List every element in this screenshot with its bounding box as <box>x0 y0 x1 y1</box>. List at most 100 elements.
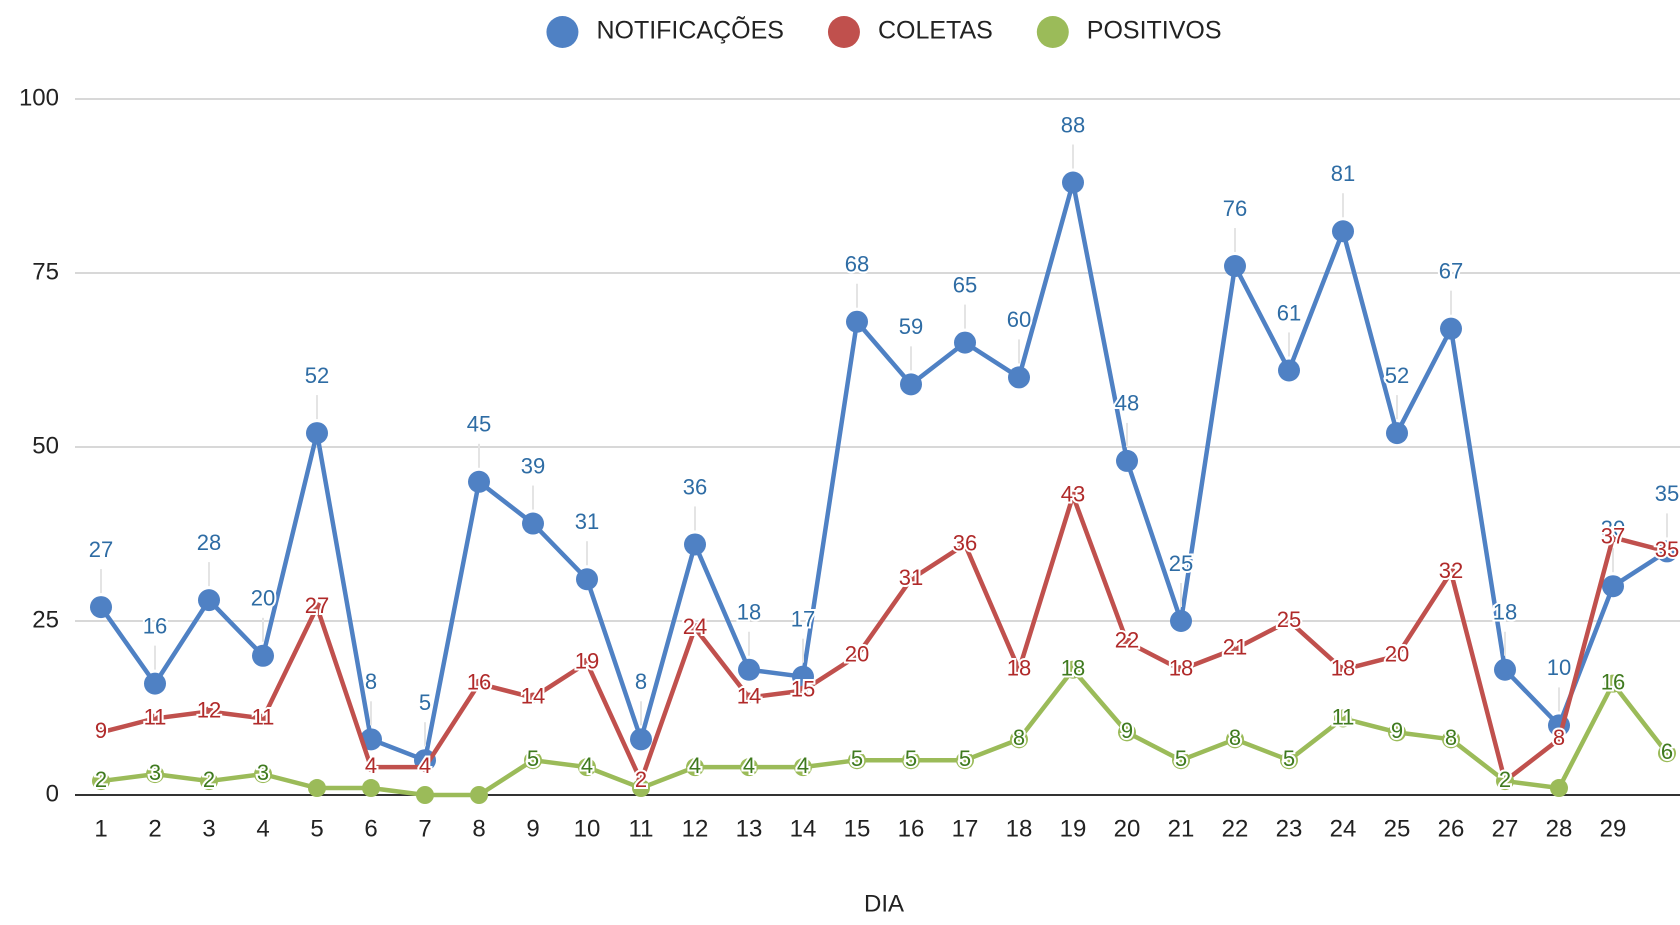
data-point <box>686 758 704 777</box>
data-label: 52 <box>1385 363 1409 388</box>
legend-label: NOTIFICAÇÕES <box>596 16 784 45</box>
data-label: 8 <box>1229 725 1241 750</box>
data-label: 3 <box>257 760 269 785</box>
data-point <box>578 758 596 777</box>
data-label: 37 <box>1601 523 1625 548</box>
data-label: 2 <box>95 767 107 792</box>
data-label: 2 <box>635 767 647 792</box>
x-tick-label: 10 <box>574 815 601 842</box>
data-point <box>1662 546 1672 557</box>
data-label: 8 <box>365 669 377 694</box>
data-label: 4 <box>797 753 809 778</box>
data-label: 3 <box>149 760 161 785</box>
data-point <box>1442 730 1460 749</box>
legend-item: POSITIVOS <box>1036 16 1222 48</box>
data-point <box>1496 772 1514 791</box>
data-point <box>1284 616 1294 626</box>
data-point <box>416 786 434 804</box>
data-point <box>1068 490 1078 501</box>
legend-swatch <box>546 16 579 48</box>
legend-swatch <box>1036 16 1069 48</box>
x-tick-label: 23 <box>1276 815 1303 842</box>
data-label: 43 <box>1061 482 1085 507</box>
data-point <box>362 779 380 798</box>
data-point <box>1176 664 1186 675</box>
data-label: 45 <box>467 412 491 437</box>
data-label: 88 <box>1061 112 1085 137</box>
data-label: 31 <box>899 565 923 590</box>
data-point <box>582 657 592 668</box>
data-point <box>200 772 218 791</box>
data-point <box>366 762 376 773</box>
data-label: 9 <box>1391 718 1403 743</box>
data-point <box>522 512 544 535</box>
data-label: 16 <box>143 613 167 638</box>
data-label: 36 <box>683 474 707 499</box>
series-line <box>100 493 1668 784</box>
data-label: 16 <box>1601 669 1625 694</box>
data-point <box>1658 744 1676 763</box>
data-label: 32 <box>1439 558 1463 583</box>
data-point <box>738 658 760 681</box>
data-point <box>1602 575 1624 598</box>
x-tick-label: 15 <box>844 815 871 842</box>
x-tick-label: 1 <box>94 815 107 842</box>
x-tick-label: 2 <box>148 815 161 842</box>
data-label: 31 <box>575 509 599 534</box>
data-label: 5 <box>419 690 431 715</box>
data-point <box>744 692 754 703</box>
y-tick-label: 100 <box>19 84 59 111</box>
x-tick-label: 22 <box>1222 815 1249 842</box>
data-label: 18 <box>1007 656 1031 681</box>
y-tick-label: 0 <box>46 780 59 807</box>
data-point <box>468 470 490 493</box>
data-label: 9 <box>1121 718 1133 743</box>
data-point <box>1062 171 1084 194</box>
data-point <box>1226 730 1244 749</box>
data-point <box>150 713 160 724</box>
data-point <box>1440 317 1462 340</box>
data-point <box>198 589 220 612</box>
x-tick-label: 26 <box>1438 815 1465 842</box>
data-point <box>1608 532 1618 543</box>
data-label: 8 <box>1013 725 1025 750</box>
data-point <box>258 713 268 724</box>
legend-swatch <box>827 16 860 48</box>
data-point <box>846 310 868 333</box>
data-point <box>1064 660 1082 679</box>
x-tick-label: 17 <box>952 815 979 842</box>
series-line <box>100 667 1669 798</box>
data-point <box>1010 730 1028 749</box>
data-point <box>630 728 652 751</box>
data-point <box>306 422 328 445</box>
data-point <box>470 786 488 804</box>
x-tick-label: 3 <box>202 815 215 842</box>
data-point <box>312 602 322 613</box>
y-tick-label: 75 <box>32 258 59 285</box>
data-label: 16 <box>467 669 491 694</box>
data-label: 25 <box>1169 551 1193 576</box>
data-point <box>1386 422 1408 445</box>
data-label: 8 <box>1553 725 1565 750</box>
data-point <box>852 650 862 661</box>
data-point <box>254 765 272 784</box>
data-label: 6 <box>1661 739 1673 764</box>
data-label: 18 <box>1331 656 1355 681</box>
data-point <box>906 574 916 585</box>
data-label: 11 <box>252 704 275 729</box>
x-tick-label: 14 <box>790 815 817 842</box>
data-point <box>420 762 430 773</box>
data-point <box>144 672 166 695</box>
data-point <box>1118 723 1136 742</box>
data-point <box>1122 636 1132 647</box>
data-label: 19 <box>575 649 599 674</box>
data-label: 4 <box>689 753 701 778</box>
legend: NOTIFICAÇÕES COLETAS POSITIVOS <box>546 16 1222 48</box>
data-label: 8 <box>1445 725 1457 750</box>
data-label: 11 <box>144 704 167 729</box>
data-label: 35 <box>1655 537 1679 562</box>
data-point <box>1604 674 1622 693</box>
data-label: 20 <box>845 642 869 667</box>
data-point <box>960 539 970 550</box>
